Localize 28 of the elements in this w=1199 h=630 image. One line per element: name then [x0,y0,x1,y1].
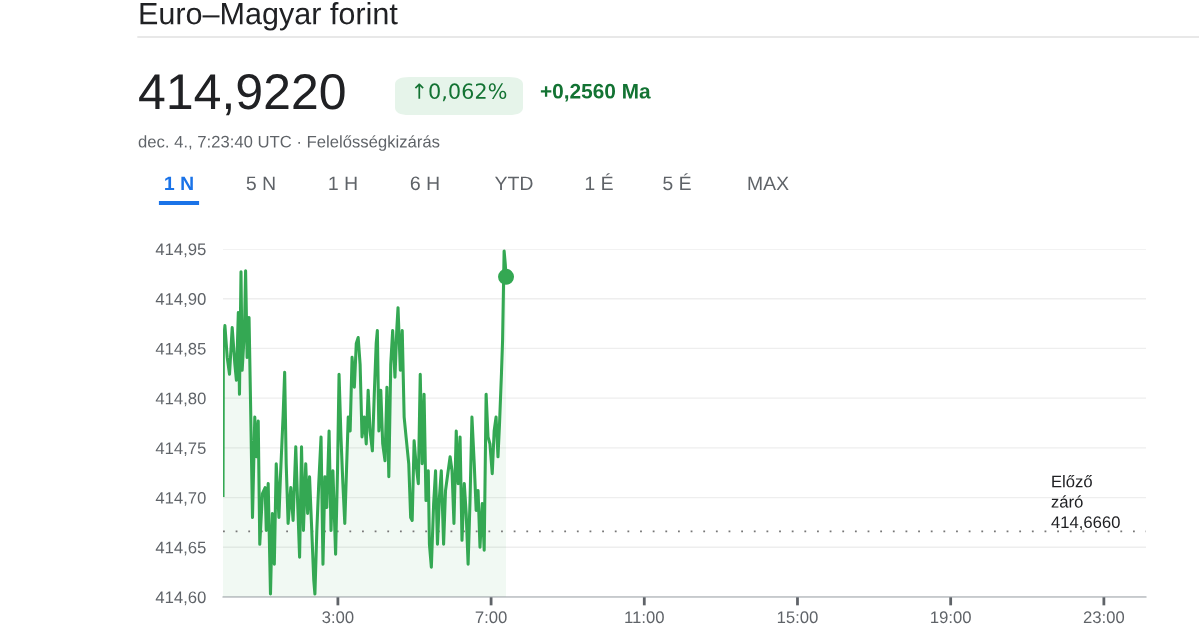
x-tick-label: 15:00 [777,611,818,624]
text: dec. 4., 7:23:40 UTC · Felelősségkizárás [138,135,440,151]
x-tick-label: 3:00 [322,611,354,624]
x-tick-label: 23:00 [1083,611,1125,624]
y-tick-label: 414,90 [155,293,206,307]
x-tick-label: 7:00 [475,611,507,624]
text: 1 É [585,173,613,191]
text: 6 H [410,176,439,191]
chart-title: Euro–Magyar forint [140,2,398,31]
y-tick-label: 414,85 [155,342,206,357]
text: 5 É [663,173,691,191]
y-tick-label: 414,65 [155,541,206,556]
text: 5 N [246,176,275,191]
y-tick-label: 414,75 [155,442,206,457]
text: MAX [748,176,789,191]
text: YTD [494,176,533,191]
ref-line-label: Előző záró 414,6660 [1051,474,1120,531]
y-tick-label: 414,60 [155,591,206,606]
y-tick-label: 414,80 [155,392,206,407]
x-tick-label: 11:00 [625,611,664,624]
text: 1 H [329,176,357,191]
text: 414,9220 [139,74,345,116]
x-tick-label: 19:00 [931,611,971,624]
y-tick-label: 414,95 [155,243,206,258]
text: +0,2560 Ma [540,83,651,102]
text: ↑0,062% [414,83,507,102]
text: 1 N [165,176,193,191]
y-tick-label: 414,70 [155,491,206,506]
